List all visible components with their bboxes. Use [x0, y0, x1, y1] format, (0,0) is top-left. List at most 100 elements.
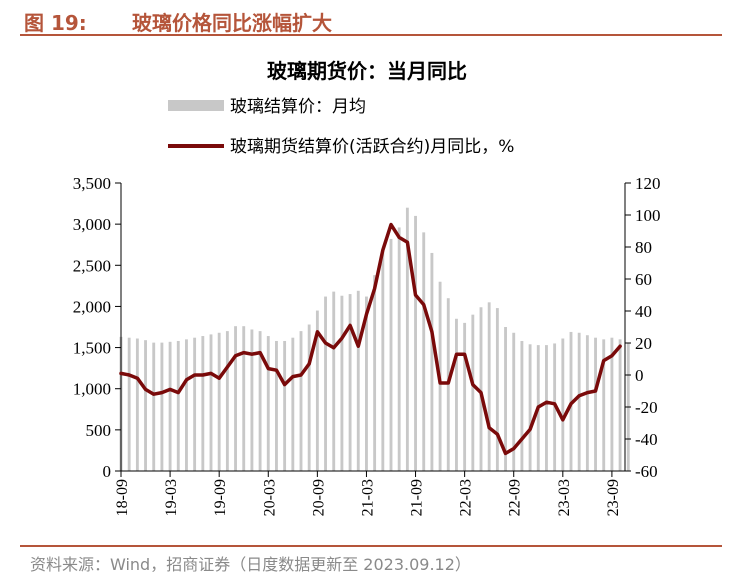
bar-18	[266, 336, 270, 471]
left-tick-label-7: 3,500	[73, 174, 111, 193]
bar-5	[160, 342, 164, 471]
bar-35	[405, 207, 409, 471]
bar-44	[479, 307, 483, 471]
bar-27	[340, 295, 344, 471]
bar-34	[397, 227, 401, 471]
bar-6	[168, 341, 172, 471]
x-tick-label-3: 20-03	[261, 479, 278, 516]
x-tick-label-8: 22-09	[507, 479, 524, 516]
bar-43	[471, 314, 475, 471]
bar-17	[258, 331, 262, 471]
legend-label-line: 玻璃期货结算价(活跃合约)月同比，%	[230, 137, 514, 157]
x-tick-label-5: 21-03	[359, 479, 376, 516]
bar-41	[455, 318, 458, 471]
bar-12	[217, 332, 221, 471]
bar-61	[618, 339, 622, 471]
left-tick-label-4: 2,000	[73, 297, 111, 316]
bar-10	[201, 336, 205, 471]
chart-svg: 玻璃期货价：当月同比 玻璃结算价：月均 玻璃期货结算价(活跃合约)月同比，% 0…	[73, 59, 661, 516]
x-tick-label-4: 20-09	[310, 479, 327, 516]
bar-59	[602, 339, 606, 471]
right-tick-label-1: -40	[635, 430, 658, 449]
left-tick-label-0: 0	[103, 462, 112, 481]
figure-number: 图 19:	[24, 11, 87, 35]
bar-56	[577, 332, 581, 471]
bar-24	[315, 310, 319, 471]
bar-36	[414, 215, 417, 471]
source-note: 资料来源：Wind，招商证券（日度数据更新至 2023.09.12）	[30, 555, 471, 574]
left-tick-label-5: 2,500	[73, 256, 111, 275]
right-tick-label-5: 40	[635, 302, 652, 321]
bar-29	[356, 290, 360, 471]
bar-3	[144, 340, 147, 471]
bar-45	[487, 302, 491, 471]
right-tick-label-8: 100	[635, 206, 661, 225]
right-tick-label-3: 0	[635, 366, 644, 385]
legend-label-bar: 玻璃结算价：月均	[230, 97, 366, 117]
figure-header: 图 19: 玻璃价格同比涨幅扩大	[20, 4, 722, 36]
bar-2	[135, 338, 139, 471]
bar-19	[275, 340, 278, 471]
bar-22	[299, 331, 303, 471]
left-tick-label-3: 1,500	[73, 339, 111, 358]
x-axis-ticks: 18-09 19-03 19-09 20-03 20-09 21-03 21-09 22-03…	[114, 471, 622, 516]
yoy-line	[119, 222, 622, 456]
bar-49	[520, 340, 524, 471]
figure-title: 玻璃价格同比涨幅扩大	[132, 11, 332, 35]
bar-11	[209, 334, 213, 471]
bar-46	[495, 308, 499, 471]
bar-16	[250, 329, 254, 471]
x-tick-label-10: 23-09	[605, 479, 622, 516]
bar-7	[176, 340, 180, 471]
bar-15	[242, 326, 246, 471]
x-tick-label-2: 19-09	[212, 479, 229, 516]
left-tick-label-1: 500	[86, 421, 112, 440]
left-axis-ticks: 0 500 1,000 1,500 2,000 2,500 3,000 3,500	[73, 174, 121, 481]
bar-47	[504, 327, 507, 471]
bar-42	[463, 322, 467, 471]
bar-58	[594, 337, 597, 471]
bar-30	[365, 296, 368, 471]
bar-52	[545, 345, 548, 471]
right-tick-label-7: 80	[635, 238, 652, 257]
bar-48	[512, 332, 516, 471]
bar-57	[585, 335, 589, 471]
right-tick-label-6: 60	[635, 270, 652, 289]
bar-20	[283, 340, 287, 471]
x-tick-label-9: 23-03	[556, 479, 573, 516]
x-tick-label-1: 19-03	[163, 479, 180, 516]
x-tick-label-6: 21-09	[409, 479, 426, 516]
right-tick-label-9: 120	[635, 174, 661, 193]
bar-1	[127, 337, 131, 471]
bar-33	[389, 238, 393, 471]
figure-footer: 资料来源：Wind，招商证券（日度数据更新至 2023.09.12）	[20, 545, 722, 581]
x-tick-label-7: 22-03	[458, 479, 475, 516]
bar-series	[119, 207, 630, 471]
chart-area: 玻璃期货价：当月同比 玻璃结算价：月均 玻璃期货结算价(活跃合约)月同比，% 0…	[0, 40, 736, 545]
legend-swatch-bar	[168, 100, 224, 111]
bar-60	[610, 337, 614, 471]
bar-21	[291, 337, 295, 471]
bar-32	[381, 250, 385, 471]
bar-4	[152, 342, 156, 471]
bar-28	[348, 294, 352, 471]
right-axis-ticks: -60 -40 -20 0 20 40 60 80 100 120	[625, 174, 661, 481]
chart-title: 玻璃期货价：当月同比	[267, 59, 467, 83]
bar-25	[324, 296, 327, 471]
bar-8	[185, 339, 188, 471]
right-tick-label-2: -20	[635, 398, 658, 417]
left-tick-label-2: 1,000	[73, 380, 111, 399]
bar-9	[193, 337, 197, 471]
right-tick-label-0: -60	[635, 462, 658, 481]
bar-13	[225, 331, 229, 471]
bar-54	[561, 338, 565, 471]
right-tick-label-4: 20	[635, 334, 652, 353]
bar-23	[307, 324, 311, 471]
bar-38	[430, 252, 434, 471]
bar-14	[234, 326, 237, 471]
bar-26	[332, 291, 336, 471]
bar-31	[373, 275, 377, 471]
bar-37	[422, 232, 426, 471]
bar-50	[528, 344, 532, 471]
left-tick-label-6: 3,000	[73, 215, 111, 234]
